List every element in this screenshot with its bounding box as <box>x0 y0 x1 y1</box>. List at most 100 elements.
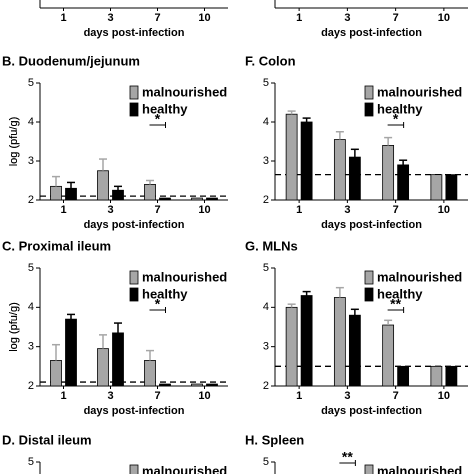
bar <box>144 183 156 201</box>
bar <box>50 360 62 387</box>
y-tick-label: 2 <box>28 194 34 206</box>
bar <box>191 383 203 387</box>
bar <box>382 144 395 201</box>
bar <box>430 174 443 201</box>
bar <box>285 113 298 201</box>
bar <box>112 332 124 387</box>
sig-label: * <box>393 111 399 127</box>
x-tick-label: 7 <box>393 390 399 402</box>
legend-swatch <box>129 287 139 302</box>
legend-swatch <box>129 102 139 117</box>
legend-swatch <box>129 464 139 474</box>
x-tick-label: 3 <box>344 390 350 402</box>
legend-label: malnourished <box>142 84 227 99</box>
y-tick-label: 2 <box>28 380 34 392</box>
bar <box>65 318 77 387</box>
bar <box>112 189 124 201</box>
legend-label: malnourished <box>377 269 462 284</box>
y-tick-label: 5 <box>28 262 34 274</box>
legend-label: malnourished <box>142 463 227 474</box>
bar <box>445 174 458 201</box>
bar <box>348 314 361 387</box>
sig-label: * <box>155 111 161 127</box>
sig-label: ** <box>390 296 401 312</box>
panel-title: H. Spleen <box>245 432 304 447</box>
bar <box>97 170 109 201</box>
sig-label: ** <box>342 449 353 465</box>
y-tick-label: 5 <box>263 262 269 274</box>
bar <box>285 306 298 387</box>
x-tick-label: 3 <box>344 204 350 216</box>
y-axis-label: log (pfu/g) <box>8 302 20 352</box>
bar <box>430 365 443 387</box>
legend-label: healthy <box>377 286 423 301</box>
y-tick-label: 3 <box>263 341 269 353</box>
x-tick-label: 10 <box>438 12 450 24</box>
legend-swatch <box>129 270 139 285</box>
bar <box>206 383 218 387</box>
x-tick-label: 7 <box>154 12 160 24</box>
x-tick-label: 1 <box>60 204 66 216</box>
bar <box>333 297 346 387</box>
legend-swatch <box>364 102 374 117</box>
y-tick-label: 3 <box>263 155 269 167</box>
y-tick-label: 3 <box>28 341 34 353</box>
x-tick-label: 7 <box>393 12 399 24</box>
x-axis-label: days post-infection <box>84 219 185 231</box>
x-axis-label: days post-infection <box>84 27 185 39</box>
y-tick-label: 5 <box>263 456 269 468</box>
bar <box>144 360 156 387</box>
legend-label: malnourished <box>142 269 227 284</box>
x-tick-label: 3 <box>344 12 350 24</box>
y-tick-label: 4 <box>28 301 34 313</box>
bar <box>159 383 171 387</box>
y-axis-label: log (pfu/g) <box>8 117 20 167</box>
legend-label: healthy <box>142 286 188 301</box>
legend-swatch <box>364 270 374 285</box>
y-tick-label: 2 <box>263 380 269 392</box>
y-axis-label: log (pfu/g) <box>8 117 20 167</box>
legend-swatch <box>129 85 139 100</box>
x-axis-label: days post-infection <box>84 405 185 417</box>
bar <box>382 324 395 387</box>
x-tick-label: 3 <box>107 204 113 216</box>
legend-swatch <box>364 287 374 302</box>
y-tick-label: 3 <box>28 155 34 167</box>
legend-label: malnourished <box>377 463 462 474</box>
y-tick-label: 5 <box>28 456 34 468</box>
y-tick-label: 2 <box>263 194 269 206</box>
y-tick-label: 4 <box>263 301 269 313</box>
bar <box>300 121 313 201</box>
bar <box>50 185 62 201</box>
bar <box>300 295 313 387</box>
panel-title: C. Proximal ileum <box>2 238 111 253</box>
x-tick-label: 1 <box>60 12 66 24</box>
y-axis-label: log (pfu/g) <box>8 302 20 352</box>
panel-title: G. MLNs <box>245 238 298 253</box>
x-axis-label: days post-infection <box>321 219 422 231</box>
bar <box>445 365 458 387</box>
legend-swatch <box>364 464 374 474</box>
x-tick-label: 1 <box>296 204 302 216</box>
legend-label: healthy <box>142 101 188 116</box>
x-tick-label: 10 <box>438 204 450 216</box>
bar <box>397 164 410 201</box>
x-tick-label: 3 <box>107 12 113 24</box>
x-tick-label: 1 <box>296 12 302 24</box>
x-tick-label: 10 <box>198 204 210 216</box>
y-tick-label: 4 <box>263 116 269 128</box>
bar <box>206 197 218 201</box>
bar <box>397 365 410 387</box>
x-axis-label: days post-infection <box>321 405 422 417</box>
x-tick-label: 3 <box>107 390 113 402</box>
x-tick-label: 1 <box>60 390 66 402</box>
x-tick-label: 10 <box>198 390 210 402</box>
x-axis-label: days post-infection <box>321 27 422 39</box>
bar <box>65 187 77 201</box>
bar <box>159 197 171 201</box>
bar <box>97 348 109 387</box>
legend-label: healthy <box>377 101 423 116</box>
x-tick-label: 7 <box>154 390 160 402</box>
x-tick-label: 7 <box>393 204 399 216</box>
